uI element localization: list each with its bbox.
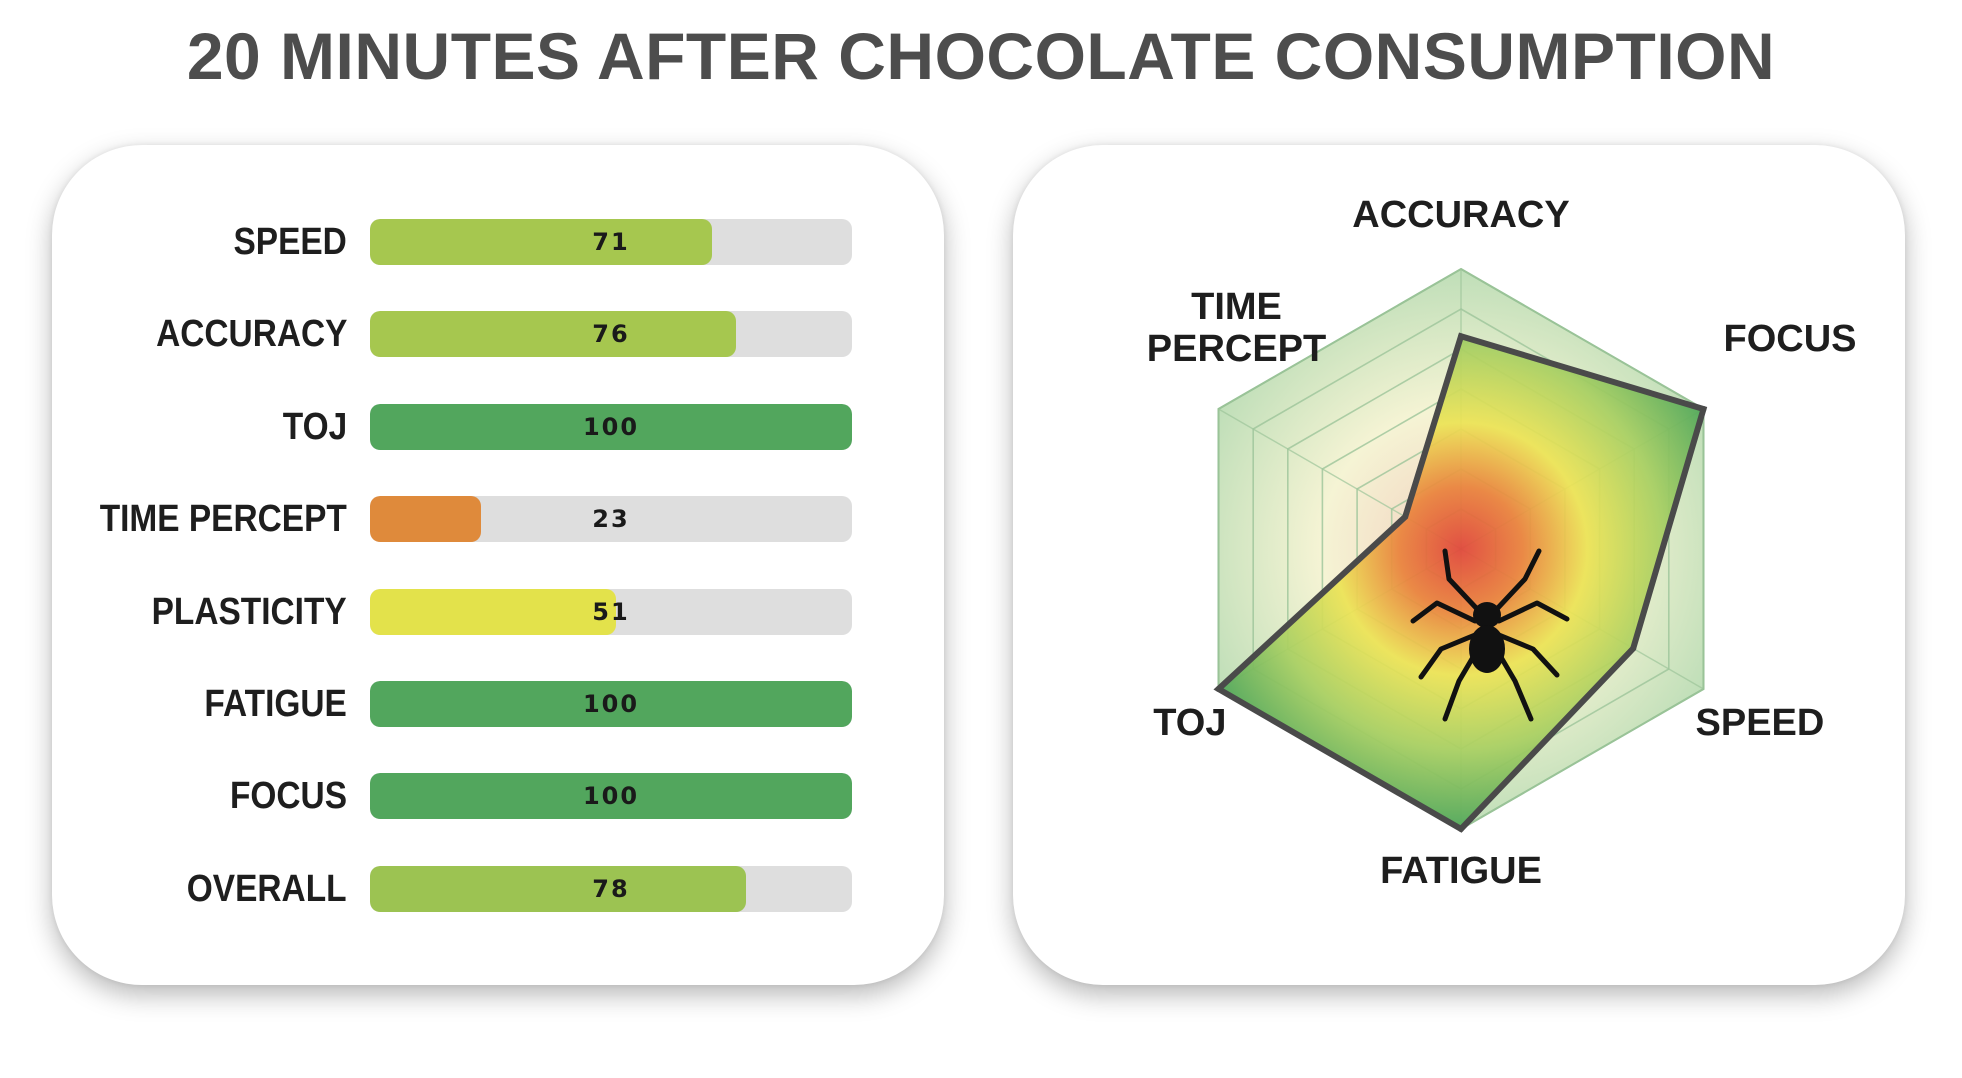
bar-time-percept [370,496,481,543]
radar-label-speed: SPEED [1696,702,1825,744]
radar-label-focus: FOCUS [1724,318,1857,360]
bar-row-fatigue: FATIGUE 100 [52,681,944,727]
radar-label-toj: TOJ [1153,702,1226,744]
bar-label-accuracy: ACCURACY [155,313,347,356]
bar-row-speed: SPEED 71 [52,219,944,265]
spider-icon [1410,548,1570,722]
bar-label-fatigue: FATIGUE [204,683,347,725]
bar-row-toj: TOJ 100 [52,403,944,450]
bar-row-time-percept: TIME PERCEPT 23 [52,496,944,543]
radar-point-time-percept [1402,513,1409,520]
bar-value-plasticity: 51 [592,597,630,626]
bar-row-focus: FOCUS 100 [52,773,944,820]
bar-row-overall: OVERALL 78 [52,865,944,912]
bar-track-toj: 100 [370,403,852,450]
radar-label-time-percept: TIME PERCEPT [1147,286,1326,370]
bar-row-plasticity: PLASTICITY 51 [52,588,944,635]
bar-value-fatigue: 100 [582,690,640,718]
bar-value-accuracy: 76 [592,320,630,349]
bar-value-time-percept: 23 [592,505,630,534]
radar-point-accuracy [1458,333,1464,340]
bar-focus [370,773,852,820]
radar-label-accuracy: ACCURACY [1352,194,1569,236]
bar-overall [370,865,746,912]
bar-label-overall: OVERALL [187,867,347,910]
radar-point-toj [1215,686,1222,692]
bar-accuracy [370,311,737,358]
bar-label-speed: SPEED [233,221,347,263]
radar-chart: ACCURACY FOCUS SPEED FATIGUE TOJ TIME PERCEPT [1147,194,1857,892]
chart-title: 20 MINUTES AFTER CHOCOLATE CONSUMPTION [186,19,1776,93]
bar-track-speed: 71 [370,219,852,265]
bar-track-time-percept: 23 [370,496,852,543]
bar-row-accuracy: ACCURACY 76 [52,311,944,358]
bar-label-plasticity: PLASTICITY [151,590,347,633]
bar-label-time-percept: TIME PERCEPT [99,498,347,541]
bar-fatigue [370,681,852,727]
bar-value-focus: 100 [582,782,640,811]
bar-value-toj: 100 [582,412,640,441]
bar-track-fatigue: 100 [370,681,852,727]
radar-point-focus [1700,406,1707,412]
bar-track-overall: 78 [370,865,852,912]
bar-track-accuracy: 76 [370,311,852,358]
radar-point-speed [1630,645,1637,652]
bar-value-overall: 78 [592,874,630,903]
bar-label-toj: TOJ [282,405,347,448]
bar-toj [370,403,852,450]
bar-chart-card: SPEED 71 ACCURACY 76 TOJ 100 TIME PERCEPT 23 PLA… [52,145,944,985]
bar-speed [370,219,713,265]
bar-plasticity [370,588,616,635]
radar-point-fatigue [1458,826,1464,832]
bar-label-focus: FOCUS [229,775,347,818]
bar-value-speed: 71 [592,228,630,256]
radar-label-fatigue: FATIGUE [1380,850,1542,892]
bar-track-focus: 100 [370,773,852,820]
bar-track-plasticity: 51 [370,588,852,635]
radar-chart-card: ACCURACY FOCUS SPEED FATIGUE TOJ TIME PERCEPT [1013,145,1905,985]
